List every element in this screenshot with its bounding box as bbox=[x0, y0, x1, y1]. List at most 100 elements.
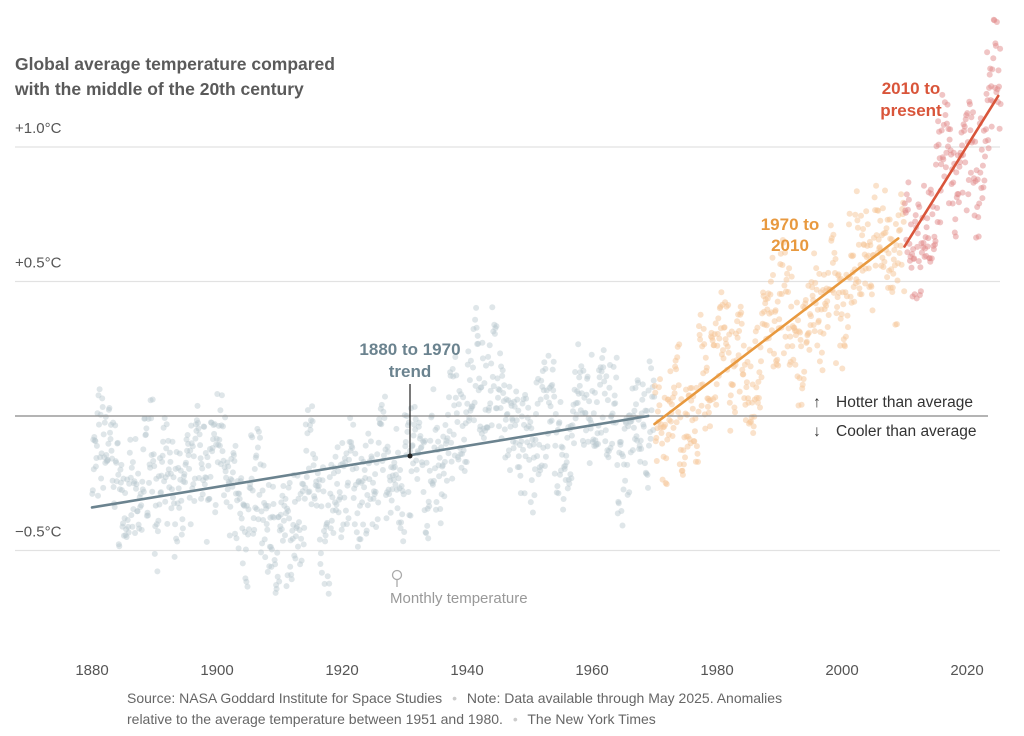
monthly-dot bbox=[590, 436, 597, 443]
monthly-dot bbox=[115, 471, 122, 478]
monthly-dot bbox=[930, 246, 937, 253]
monthly-dot bbox=[141, 415, 148, 422]
monthly-dot bbox=[855, 241, 862, 248]
monthly-dot bbox=[671, 384, 677, 391]
monthly-dot bbox=[550, 387, 557, 394]
monthly-dot bbox=[97, 411, 104, 418]
monthly-dot bbox=[881, 258, 888, 265]
monthly-dot bbox=[724, 343, 731, 350]
monthly-dot bbox=[606, 384, 613, 391]
monthly-dot bbox=[667, 418, 674, 425]
monthly-dot bbox=[397, 525, 404, 532]
monthly-dot bbox=[348, 439, 355, 446]
monthly-dot bbox=[325, 502, 332, 509]
monthly-dot bbox=[576, 382, 583, 389]
monthly-dot bbox=[378, 401, 385, 408]
monthly-dot bbox=[617, 441, 624, 448]
footer-note-1: Note: Data available through May 2025. A… bbox=[467, 690, 782, 706]
monthly-dot bbox=[662, 421, 669, 428]
monthly-dot bbox=[108, 447, 115, 454]
monthly-dot bbox=[135, 470, 142, 477]
monthly-dot bbox=[546, 384, 553, 391]
monthly-dot bbox=[261, 499, 268, 506]
monthly-dot bbox=[538, 462, 545, 469]
trend-2010-label-2: present bbox=[880, 101, 942, 120]
monthly-dot bbox=[659, 440, 666, 447]
monthly-dot bbox=[727, 392, 734, 399]
monthly-dot bbox=[92, 438, 99, 445]
monthly-dot bbox=[726, 399, 733, 406]
monthly-dot bbox=[187, 447, 194, 454]
monthly-dot bbox=[311, 493, 318, 500]
monthly-dot bbox=[478, 430, 485, 437]
monthly-dot bbox=[646, 358, 653, 365]
monthly-dot bbox=[516, 464, 523, 471]
monthly-dot bbox=[868, 283, 875, 290]
monthly-dot bbox=[790, 356, 797, 363]
monthly-dot bbox=[220, 457, 227, 464]
monthly-dot bbox=[467, 407, 474, 414]
trend-line bbox=[903, 94, 1000, 248]
monthly-dot bbox=[268, 563, 275, 570]
monthly-dot bbox=[505, 397, 512, 404]
monthly-dot bbox=[459, 423, 466, 429]
trend-1880-label-2: trend bbox=[389, 362, 432, 381]
monthly-dot bbox=[232, 442, 239, 449]
monthly-dot bbox=[811, 328, 818, 335]
monthly-dot bbox=[219, 448, 226, 455]
monthly-dot bbox=[698, 402, 705, 409]
monthly-dot bbox=[202, 474, 209, 481]
monthly-dot bbox=[401, 529, 408, 535]
monthly-dot bbox=[677, 414, 684, 421]
monthly-dot bbox=[354, 510, 361, 517]
arrow-up-icon: ↑ bbox=[813, 394, 821, 411]
monthly-dot bbox=[593, 441, 600, 447]
monthly-dot bbox=[622, 477, 629, 484]
monthly-dot bbox=[133, 481, 140, 488]
monthly-dot bbox=[915, 258, 922, 265]
monthly-dot bbox=[249, 487, 256, 494]
monthly-dot bbox=[642, 407, 649, 414]
monthly-dot bbox=[319, 477, 326, 484]
monthly-dot bbox=[430, 477, 437, 484]
monthly-dot bbox=[485, 407, 492, 414]
monthly-dot bbox=[158, 472, 165, 479]
monthly-dot bbox=[528, 425, 535, 432]
monthly-dot bbox=[748, 418, 755, 425]
y-tick-label: +1.0°C bbox=[15, 120, 62, 137]
monthly-dot bbox=[500, 390, 507, 396]
monthly-dot bbox=[947, 126, 954, 133]
monthly-dot bbox=[224, 486, 231, 493]
monthly-dot bbox=[433, 499, 440, 505]
monthly-dot bbox=[364, 492, 371, 498]
monthly-dot bbox=[90, 466, 97, 473]
monthly-dot bbox=[270, 483, 276, 490]
monthly-dot bbox=[151, 463, 158, 470]
monthly-dot bbox=[570, 408, 576, 415]
monthly-dot bbox=[374, 516, 381, 523]
monthly-dot bbox=[735, 352, 742, 359]
arrow-down-icon: ↓ bbox=[813, 423, 821, 440]
monthly-dot bbox=[164, 471, 171, 478]
monthly-dot bbox=[799, 381, 806, 388]
monthly-dot bbox=[290, 521, 297, 528]
monthly-dot bbox=[257, 434, 263, 441]
monthly-dot bbox=[763, 322, 770, 329]
monthly-dot bbox=[359, 499, 366, 506]
monthly-dot bbox=[141, 415, 148, 422]
monthly-dot bbox=[369, 521, 376, 528]
monthly-dot bbox=[192, 435, 199, 442]
monthly-dot bbox=[173, 535, 180, 542]
monthly-dot bbox=[832, 256, 839, 262]
x-tick-label: 2000 bbox=[825, 662, 858, 679]
hotter-label: Hotter than average bbox=[836, 394, 973, 411]
monthly-dot bbox=[405, 489, 412, 495]
monthly-dot bbox=[400, 538, 407, 545]
monthly-dot bbox=[815, 317, 822, 324]
monthly-dot bbox=[398, 519, 405, 526]
monthly-dot bbox=[880, 264, 887, 270]
monthly-dot bbox=[585, 415, 592, 422]
monthly-dot bbox=[450, 373, 457, 380]
monthly-dot bbox=[266, 543, 273, 550]
monthly-dot bbox=[120, 475, 127, 482]
